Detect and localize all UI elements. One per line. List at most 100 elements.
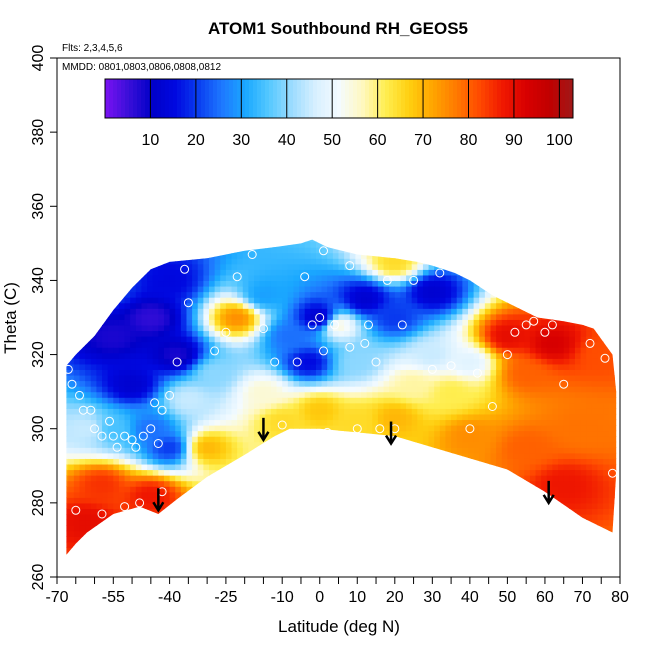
heatmap-cell: [501, 319, 508, 326]
heatmap-cell: [428, 530, 435, 537]
heatmap-cell: [434, 225, 440, 231]
heatmap-cell: [265, 280, 272, 287]
heatmap-cell: [333, 564, 339, 570]
heatmap-cell: [327, 547, 334, 554]
heatmap-cell: [310, 430, 317, 437]
heatmap-cell: [366, 285, 373, 293]
heatmap-cell: [451, 541, 458, 548]
heatmap-cell: [66, 297, 69, 304]
heatmap-cell: [496, 541, 503, 548]
heatmap-cell: [68, 380, 75, 387]
heatmap-cell: [203, 564, 209, 570]
heatmap-cell: [428, 413, 435, 421]
heatmap-cell: [490, 263, 497, 270]
heatmap-cell: [265, 230, 271, 236]
heatmap-cell: [327, 486, 334, 493]
heatmap-cell: [113, 425, 120, 432]
heatmap-cell: [310, 352, 317, 359]
heatmap-cell: [225, 336, 233, 343]
heatmap-cell: [118, 391, 126, 398]
heatmap-cell: [192, 552, 199, 555]
heatmap-cell: [270, 525, 278, 532]
heatmap-cell: [327, 297, 334, 304]
heatmap-cell: [169, 530, 176, 537]
heatmap-cell: [175, 230, 181, 236]
heatmap-cell: [456, 486, 463, 493]
heatmap-cell: [214, 463, 221, 471]
heatmap-cell: [406, 452, 413, 459]
heatmap-cell: [130, 363, 137, 370]
heatmap-cell: [265, 274, 272, 282]
heatmap-cell: [163, 341, 171, 348]
heatmap-cell: [231, 497, 238, 504]
heatmap-cell: [141, 547, 148, 554]
heatmap-cell: [473, 497, 480, 504]
heatmap-cell: [85, 386, 92, 393]
heatmap-cell: [57, 419, 63, 425]
heatmap-cell: [135, 263, 143, 270]
heatmap-cell: [214, 252, 221, 259]
heatmap-cell: [270, 324, 278, 332]
heatmap-cell: [462, 380, 469, 387]
heatmap-cell: [484, 336, 492, 343]
heatmap-cell: [445, 402, 452, 409]
heatmap-cell: [163, 486, 171, 493]
heatmap-cell: [406, 497, 413, 504]
heatmap-cell: [496, 369, 503, 376]
heatmap-cell: [57, 258, 63, 264]
heatmap-cell: [197, 391, 204, 398]
heatmap-cell: [220, 536, 227, 543]
heatmap-cell: [304, 252, 311, 259]
heatmap-cell: [293, 475, 300, 482]
heatmap-cell: [192, 391, 199, 398]
heatmap-cell: [501, 285, 508, 293]
heatmap-cell: [310, 436, 317, 443]
heatmap-cell: [428, 239, 435, 243]
heatmap-cell: [73, 285, 81, 293]
heatmap-cell: [304, 380, 311, 387]
heatmap-cell: [270, 469, 278, 476]
heatmap-cell: [197, 486, 204, 493]
heatmap-cell: [473, 391, 480, 398]
heatmap-cell: [107, 536, 114, 543]
heatmap-cell: [315, 285, 323, 293]
heatmap-cell: [389, 263, 396, 270]
heatmap-cell: [152, 402, 159, 409]
heatmap-cell: [209, 397, 216, 404]
heatmap-cell: [406, 258, 413, 265]
heatmap-cell: [96, 480, 103, 487]
heatmap-cell: [366, 530, 373, 537]
heatmap-cell: [422, 519, 430, 526]
heatmap-cell: [158, 374, 165, 382]
heatmap-cell: [406, 313, 413, 320]
heatmap-cell: [282, 458, 289, 465]
heatmap-cell: [147, 341, 154, 348]
heatmap-cell: [163, 497, 171, 504]
heatmap-cell: [125, 225, 131, 231]
heatmap-cell: [214, 497, 221, 504]
heatmap-cell: [310, 391, 317, 398]
heatmap-cell: [479, 336, 486, 343]
heatmap-cell: [287, 447, 295, 454]
heatmap-cell: [389, 541, 396, 548]
heatmap-cell: [338, 502, 345, 510]
heatmap-cell: [214, 552, 221, 555]
heatmap-cell: [124, 552, 131, 555]
heatmap-cell: [332, 391, 340, 398]
heatmap-cell: [192, 341, 199, 348]
heatmap-cell: [237, 239, 244, 243]
heatmap-cell: [321, 263, 328, 270]
heatmap-cell: [254, 508, 261, 515]
heatmap-cell: [332, 475, 340, 482]
heatmap-cell: [361, 324, 368, 332]
heatmap-cell: [169, 258, 176, 265]
heatmap-cell: [265, 475, 272, 482]
heatmap-cell: [349, 530, 356, 537]
heatmap-cell: [484, 369, 492, 376]
heatmap-cell: [119, 225, 125, 231]
heatmap-cell: [321, 239, 328, 243]
heatmap-cell: [496, 430, 503, 437]
heatmap-cell: [507, 519, 514, 526]
heatmap-cell: [451, 258, 458, 265]
heatmap-cell: [85, 491, 92, 498]
